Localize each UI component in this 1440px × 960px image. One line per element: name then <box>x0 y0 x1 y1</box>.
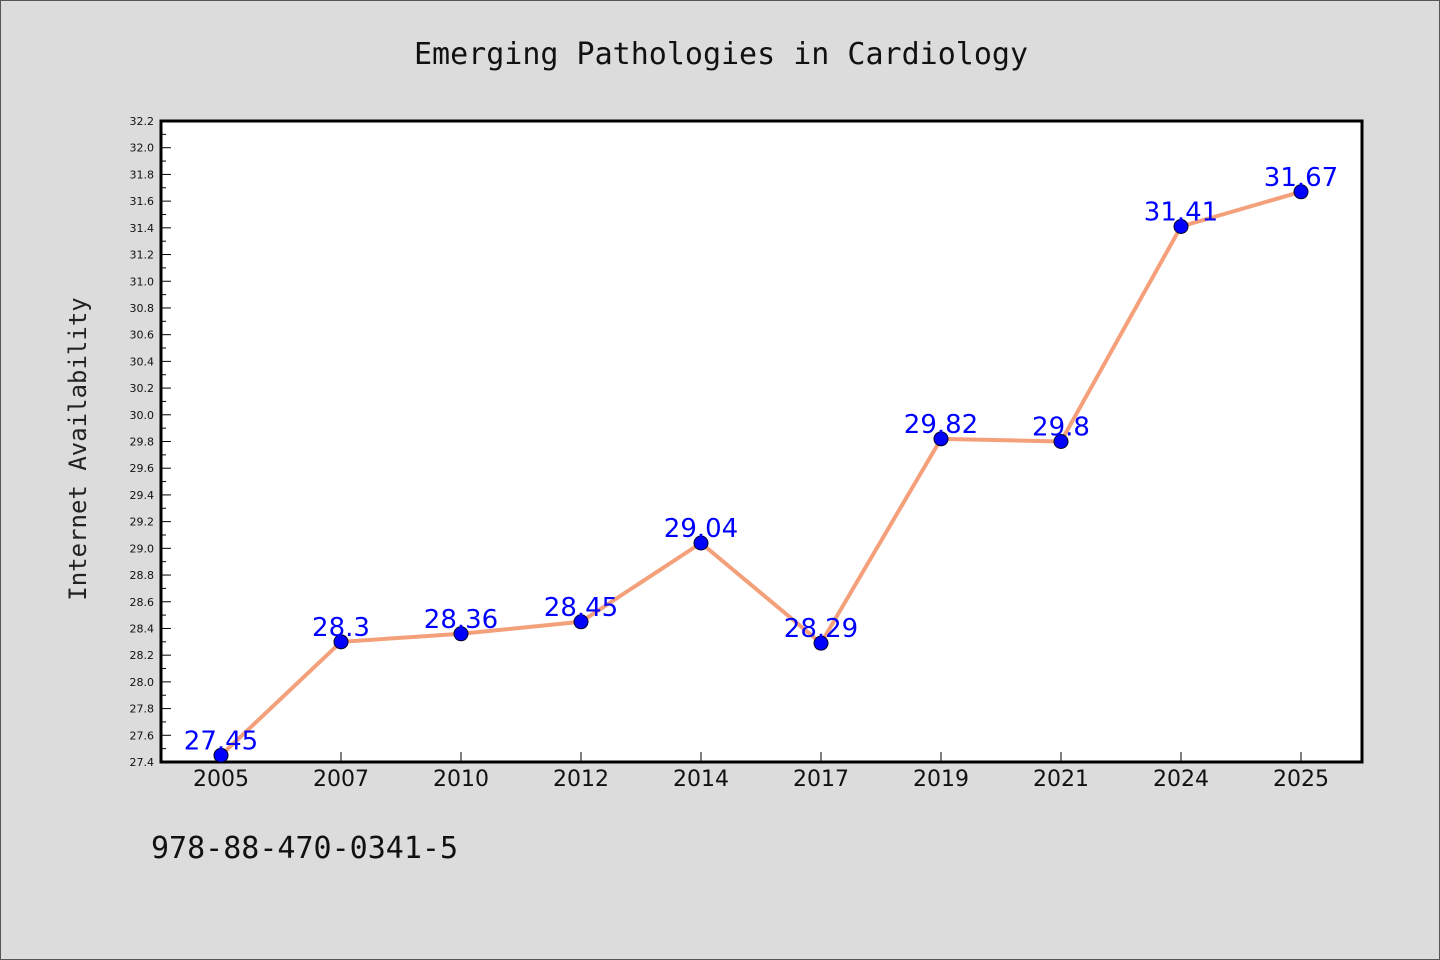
data-point <box>1293 184 1309 200</box>
x-tick-label: 2021 <box>1033 767 1089 792</box>
y-tick-label: 29.2 <box>130 516 155 529</box>
x-tick-label: 2014 <box>673 767 729 792</box>
y-axis-label: Internet Availability <box>64 297 92 600</box>
y-tick-label: 28.8 <box>130 569 155 582</box>
y-tick-label: 32.2 <box>130 115 155 128</box>
y-tick-label: 28.6 <box>130 596 155 609</box>
chart-title: Emerging Pathologies in Cardiology <box>414 37 1028 72</box>
x-tick-label: 2017 <box>793 767 849 792</box>
x-tick-label: 2012 <box>553 767 609 792</box>
data-point <box>933 431 949 447</box>
y-tick-label: 30.2 <box>130 382 155 395</box>
y-tick-label: 27.6 <box>130 729 155 742</box>
data-label: 28.45 <box>544 593 618 623</box>
data-label: 28.36 <box>424 605 498 635</box>
data-point <box>813 635 829 651</box>
y-tick-label: 31.0 <box>130 275 155 288</box>
data-label: 29.82 <box>904 410 978 440</box>
data-label: 27.45 <box>184 726 258 756</box>
axis-ticks: 27.4 27.6 27.8 28.0 28.2 28.4 28.6 28.8 29.0 29.2… <box>130 115 1330 792</box>
y-tick-label: 31.2 <box>130 249 155 262</box>
y-tick-label: 28.4 <box>130 622 155 635</box>
y-tick-label: 29.4 <box>130 489 155 502</box>
y-tick-label: 28.2 <box>130 649 155 662</box>
data-label: 29.8 <box>1032 413 1090 443</box>
y-tick-label: 30.0 <box>130 409 155 422</box>
series-line-layer <box>219 189 1302 757</box>
data-point <box>573 614 589 630</box>
y-tick-label: 30.8 <box>130 302 155 315</box>
y-tick-label: 27.4 <box>130 756 155 769</box>
y-tick-label: 29.6 <box>130 462 155 475</box>
x-tick-label: 2024 <box>1153 767 1209 792</box>
series-markers <box>213 184 1309 763</box>
x-tick-label: 2019 <box>913 767 969 792</box>
data-label: 31.67 <box>1264 163 1338 193</box>
x-tick-label: 2005 <box>193 767 249 792</box>
data-label: 28.3 <box>312 613 370 643</box>
data-point <box>1173 218 1189 234</box>
x-tick-label: 2025 <box>1273 767 1329 792</box>
y-tick-label: 30.6 <box>130 329 155 342</box>
data-label: 31.41 <box>1144 197 1218 227</box>
data-point <box>1053 434 1069 449</box>
data-label: 29.04 <box>664 514 738 544</box>
x-tick-label: 2007 <box>313 767 369 792</box>
y-tick-label: 27.8 <box>130 703 155 716</box>
data-labels: 27.45 28.3 28.36 28.45 29.04 28.29 29.82 29.8 31… <box>184 163 1338 757</box>
y-tick-label: 32.0 <box>130 142 155 155</box>
data-point <box>453 626 469 642</box>
y-tick-label: 31.8 <box>130 168 155 181</box>
footnote-isbn: 978-88-470-0341-5 <box>151 831 459 866</box>
y-tick-label: 31.4 <box>130 222 155 235</box>
y-tick-label: 29.8 <box>130 436 155 449</box>
y-tick-label: 31.6 <box>130 195 155 208</box>
x-tick-label: 2010 <box>433 767 489 792</box>
data-point <box>213 747 229 763</box>
data-label: 28.29 <box>784 614 858 644</box>
data-point <box>333 634 349 650</box>
series-line <box>219 189 1302 757</box>
y-tick-label: 29.0 <box>130 542 155 555</box>
y-tick-label: 28.0 <box>130 676 155 689</box>
data-point <box>693 535 709 551</box>
y-tick-label: 30.4 <box>130 355 155 368</box>
plot-area <box>159 119 1364 764</box>
